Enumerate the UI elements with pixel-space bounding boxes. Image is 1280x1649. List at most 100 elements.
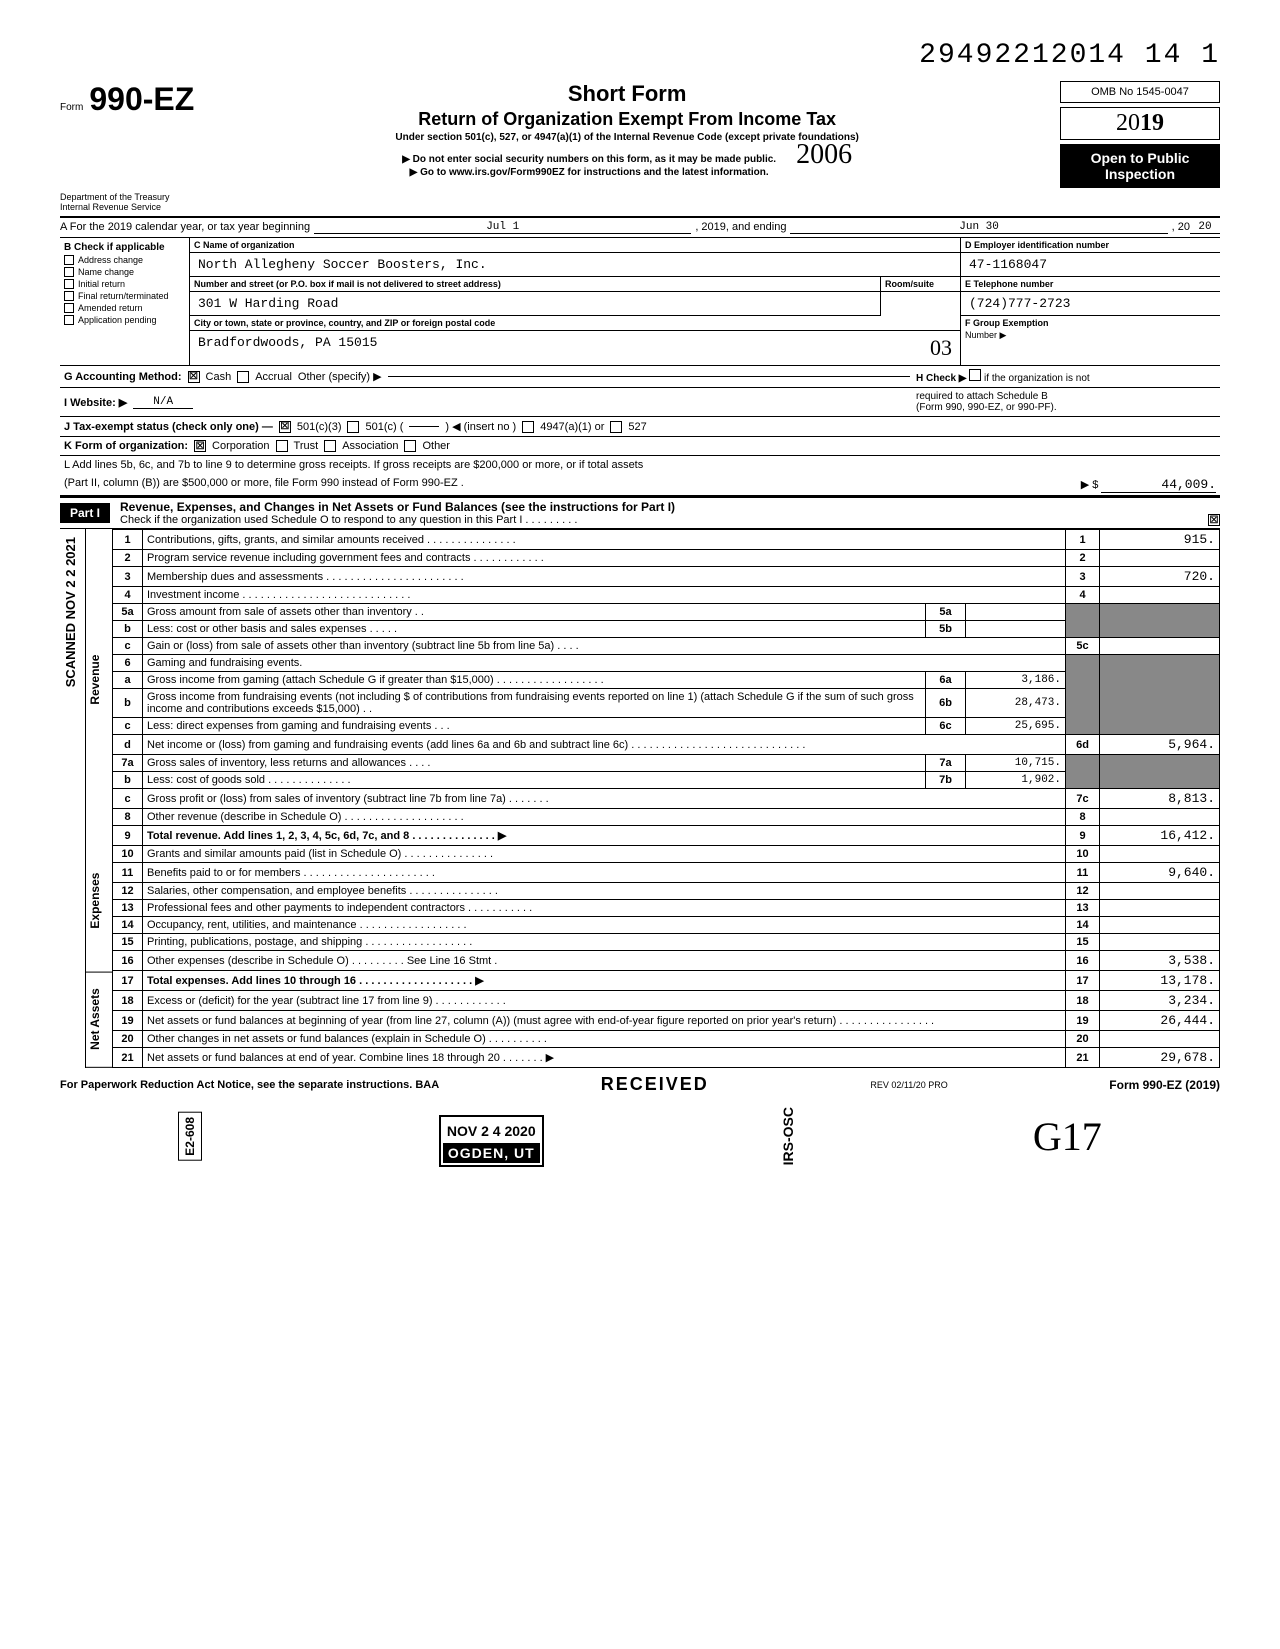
part-1-check-text: Check if the organization used Schedule … [120, 514, 577, 526]
checkbox-other[interactable] [404, 440, 416, 452]
form-of-org-row: K Form of organization: ☒Corporation Tru… [60, 437, 1220, 456]
website-value: N/A [133, 396, 193, 409]
phone-value: (724)777-2723 [961, 292, 1220, 316]
table-row: 6Gaming and fundraising events. [113, 655, 1220, 672]
checkbox-pending[interactable] [64, 315, 74, 325]
handwritten-g17: G17 [1033, 1113, 1102, 1160]
part-1-checkbox[interactable]: ☒ [1208, 514, 1220, 526]
table-row: 11Benefits paid to or for members . . . … [113, 863, 1220, 883]
calendar-year-row: A For the 2019 calendar year, or tax yea… [60, 218, 1220, 238]
table-row: 10Grants and similar amounts paid (list … [113, 846, 1220, 863]
table-row: 5aGross amount from sale of assets other… [113, 604, 1220, 621]
c-name-label: C Name of organization [190, 238, 960, 253]
accrual-label: Accrual [255, 371, 292, 383]
e2608-stamp: E2-608 [178, 1112, 202, 1161]
j-4947: 4947(a)(1) or [540, 421, 604, 433]
main-layout: SCANNED NOV 2 2 2021 Revenue Expenses Ne… [60, 529, 1220, 1068]
table-row: cGross profit or (loss) from sales of in… [113, 789, 1220, 809]
l-text2: (Part II, column (B)) are $500,000 or mo… [64, 477, 464, 492]
checkbox-accrual[interactable] [237, 371, 249, 383]
title-block: Short Form Return of Organization Exempt… [194, 81, 1060, 181]
checkbox-amended[interactable] [64, 303, 74, 313]
public-inspection-box: Open to PublicInspection [1060, 144, 1220, 188]
calendar-end-month: Jun 30 [790, 221, 1167, 234]
checkbox-address[interactable] [64, 255, 74, 265]
k-label: K Form of organization: [64, 440, 188, 452]
stamp-ogden: OGDEN, UT [443, 1143, 540, 1163]
footer-row: For Paperwork Reduction Act Notice, see … [60, 1074, 1220, 1095]
city-label: City or town, state or province, country… [190, 316, 960, 331]
table-row: 1Contributions, gifts, grants, and simil… [113, 530, 1220, 550]
checkbox-4947[interactable] [522, 421, 534, 433]
table-row: 16Other expenses (describe in Schedule O… [113, 951, 1220, 971]
checkbox-trust[interactable] [276, 440, 288, 452]
j-label: J Tax-exempt status (check only one) — [64, 421, 273, 433]
h-label: H Check ▶ [916, 373, 966, 384]
column-c: C Name of organization North Allegheny S… [190, 238, 960, 365]
checkbox-assoc[interactable] [324, 440, 336, 452]
year-box: 2019 [1060, 107, 1220, 140]
checkbox-name[interactable] [64, 267, 74, 277]
street-value: 301 W Harding Road [190, 292, 880, 316]
table-row: 8Other revenue (describe in Schedule O) … [113, 809, 1220, 826]
calendar-label-a: A For the 2019 calendar year, or tax yea… [60, 221, 310, 234]
street-label: Number and street (or P.O. box if mail i… [190, 277, 880, 292]
table-row: 21Net assets or fund balances at end of … [113, 1048, 1220, 1068]
table-row: dNet income or (loss) from gaming and fu… [113, 735, 1220, 755]
document-number: 29492212014 14 1 [60, 40, 1220, 71]
title-short: Short Form [194, 81, 1060, 107]
form-prefix: Form [60, 102, 83, 113]
j-insert: ) ◀ (insert no ) [445, 420, 516, 433]
table-row: 18Excess or (deficit) for the year (subt… [113, 991, 1220, 1011]
side-column: SCANNED NOV 2 2 2021 [60, 529, 86, 1068]
table-row: 15Printing, publications, postage, and s… [113, 934, 1220, 951]
table-row: 12Salaries, other compensation, and empl… [113, 883, 1220, 900]
l-text: L Add lines 5b, 6c, and 7b to line 9 to … [64, 459, 1216, 471]
checkbox-cash[interactable]: ☒ [188, 371, 200, 383]
title-under: Under section 501(c), 527, or 4947(a)(1)… [194, 132, 1060, 143]
checkbox-527[interactable] [610, 421, 622, 433]
checkbox-501c3[interactable]: ☒ [279, 421, 291, 433]
checkbox-h[interactable] [969, 369, 981, 381]
checkbox-final[interactable] [64, 291, 74, 301]
table-row: 4Investment income . . . . . . . . . . .… [113, 587, 1220, 604]
expenses-label: Expenses [86, 830, 112, 973]
h-text3: (Form 990, 990-EZ, or 990-PF). [916, 402, 1216, 413]
accounting-method-row: G Accounting Method: ☒Cash Accrual Other… [60, 366, 1220, 388]
ein-value: 47-1168047 [961, 253, 1220, 277]
column-b: B Check if applicable Address change Nam… [60, 238, 190, 365]
h-text1: if the organization is not [984, 373, 1090, 384]
other-label: Other (specify) ▶ [298, 370, 382, 383]
handwritten-03: 03 [930, 335, 952, 361]
city-value-row: Bradfordwoods, PA 15015 03 [190, 331, 960, 365]
checkbox-501c[interactable] [347, 421, 359, 433]
table-row: cLess: direct expenses from gaming and f… [113, 718, 1220, 735]
form-number: 990-EZ [89, 81, 194, 118]
table-row: 13Professional fees and other payments t… [113, 900, 1220, 917]
cb-label-4: Amended return [78, 303, 143, 313]
bottom-stamps-row: E2-608 NOV 2 4 2020 OGDEN, UT IRS-OSC G1… [60, 1105, 1220, 1167]
k-other: Other [422, 440, 450, 452]
footer-mid: REV 02/11/20 PRO [870, 1080, 947, 1090]
calendar-begin: Jul 1 [314, 221, 691, 234]
cb-label-2: Initial return [78, 279, 125, 289]
k-assoc: Association [342, 440, 398, 452]
j-527: 527 [628, 421, 646, 433]
irs-osc-stamp: IRS-OSC [780, 1107, 796, 1165]
part-1-header: Part I Revenue, Expenses, and Changes in… [60, 496, 1220, 529]
content-column: 1Contributions, gifts, grants, and simil… [112, 529, 1220, 1068]
cb-label-5: Application pending [78, 315, 157, 325]
table-row: bGross income from fundraising events (n… [113, 689, 1220, 718]
title-main: Return of Organization Exempt From Incom… [194, 109, 1060, 130]
checkbox-initial[interactable] [64, 279, 74, 289]
k-corp: Corporation [212, 440, 269, 452]
table-row: cGain or (loss) from sale of assets othe… [113, 638, 1220, 655]
d-ein-label: D Employer identification number [961, 238, 1220, 253]
part-1-title: Revenue, Expenses, and Changes in Net As… [120, 500, 1220, 514]
table-row: bLess: cost of goods sold . . . . . . . … [113, 772, 1220, 789]
checkbox-corp[interactable]: ☒ [194, 440, 206, 452]
line-l-row: L Add lines 5b, 6c, and 7b to line 9 to … [60, 456, 1220, 496]
room-label: Room/suite [881, 277, 960, 292]
footer-right: Form 990-EZ (2019) [1109, 1078, 1220, 1092]
table-row: 3Membership dues and assessments . . . .… [113, 567, 1220, 587]
